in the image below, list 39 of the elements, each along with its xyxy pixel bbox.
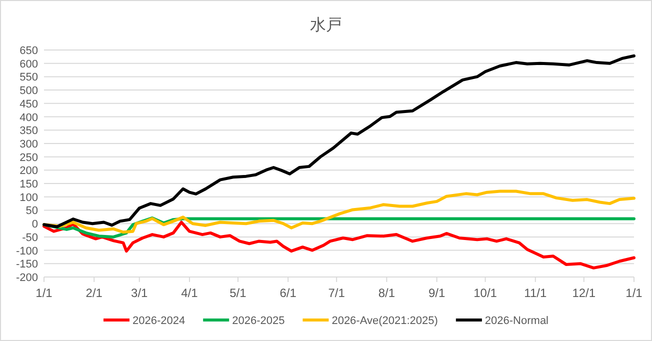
line-series bbox=[42, 220, 636, 270]
y-tick-label: 50 bbox=[26, 205, 38, 218]
legend-label: 2026-Ave(2021:2025) bbox=[332, 315, 438, 327]
x-tick-label: 11/1 bbox=[524, 286, 547, 300]
y-tick-label: 450 bbox=[20, 98, 38, 110]
y-tick-label: 0 bbox=[32, 218, 38, 231]
x-tick-label: 6/1 bbox=[280, 286, 297, 300]
y-tick-label: 350 bbox=[20, 125, 38, 138]
legend-label: 2026-2024 bbox=[132, 315, 186, 327]
line-series bbox=[42, 54, 636, 228]
y-tick-label: 500 bbox=[20, 85, 38, 98]
legend-label: 2026-2025 bbox=[232, 315, 285, 327]
x-tick-label: 12/1 bbox=[572, 286, 596, 300]
x-tick-label: 2/1 bbox=[86, 286, 103, 300]
legend-label: 2026-Normal bbox=[484, 315, 549, 327]
y-tick-label: 100 bbox=[20, 192, 38, 204]
x-tick-label: 7/1 bbox=[328, 286, 346, 300]
x-tick-label: 8/1 bbox=[378, 286, 396, 300]
y-tick-label: 250 bbox=[20, 152, 38, 164]
x-tick-label: 1/1 bbox=[36, 286, 53, 300]
y-tick-label: 300 bbox=[20, 138, 38, 150]
x-tick-label: 5/1 bbox=[230, 286, 247, 300]
x-tick-label: 9/1 bbox=[428, 286, 446, 300]
x-tick-label: 10/1 bbox=[474, 286, 498, 300]
y-tick-label: 200 bbox=[20, 165, 38, 178]
x-tick-label: 1/1 bbox=[626, 286, 643, 300]
y-tick-label: 550 bbox=[20, 72, 38, 84]
y-tick-label: -200 bbox=[16, 272, 38, 284]
y-tick-label: 650 bbox=[20, 45, 38, 57]
y-tick-label: 150 bbox=[20, 178, 38, 191]
x-tick-label: 4/1 bbox=[181, 286, 198, 300]
line-series bbox=[42, 190, 636, 234]
y-tick-label: -100 bbox=[16, 245, 38, 258]
y-tick-label: -50 bbox=[22, 232, 38, 244]
chart-title: 水戸 bbox=[310, 16, 342, 34]
y-tick-label: 600 bbox=[20, 58, 38, 70]
x-tick-label: 3/1 bbox=[131, 286, 148, 300]
y-tick-label: -150 bbox=[16, 258, 38, 271]
y-tick-label: 400 bbox=[20, 112, 38, 124]
